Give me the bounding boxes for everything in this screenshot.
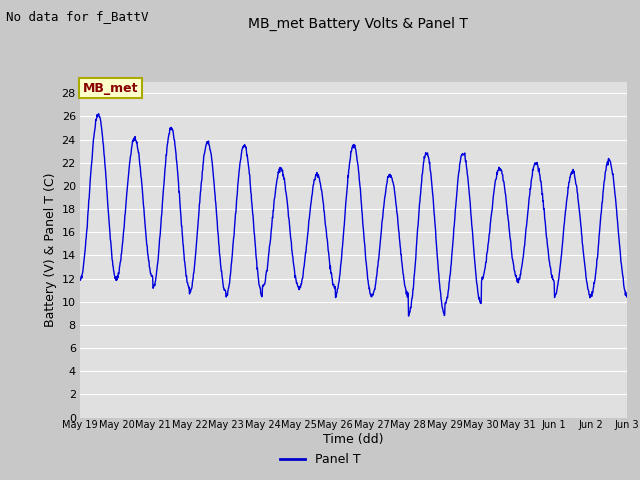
X-axis label: Time (dd): Time (dd) bbox=[323, 433, 384, 446]
Text: No data for f_BattV: No data for f_BattV bbox=[6, 10, 149, 23]
Legend: Panel T: Panel T bbox=[275, 448, 365, 471]
Y-axis label: Battery (V) & Panel T (C): Battery (V) & Panel T (C) bbox=[44, 172, 58, 327]
Text: MB_met: MB_met bbox=[83, 82, 138, 95]
Text: MB_met Battery Volts & Panel T: MB_met Battery Volts & Panel T bbox=[248, 17, 468, 31]
